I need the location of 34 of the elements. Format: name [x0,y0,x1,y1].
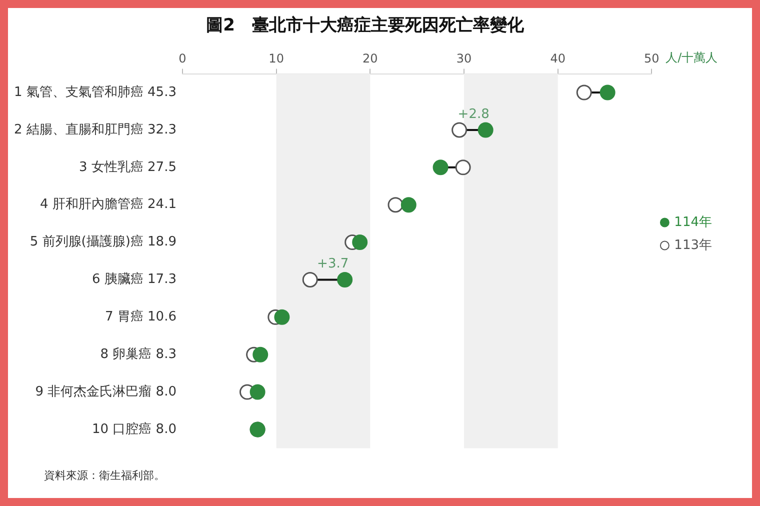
point [337,272,353,288]
point [400,197,416,213]
point [274,309,290,325]
x-tick-label: 30 [456,52,472,66]
point [352,234,368,250]
chart-title: 圖2 臺北市十大癌症主要死因死亡率變化 [206,16,525,36]
source-note: 資料來源：衛生福利部。 [44,468,166,483]
point [250,384,266,400]
x-tick-label: 20 [362,52,378,66]
y-tick-label: 7 胃癌 10.6 [104,310,176,325]
x-axis-title: 人/十萬人 [666,50,718,65]
x-tick-label: 50 [644,52,660,66]
point [432,160,448,176]
point [478,122,494,138]
annotation: +2.8 [458,106,490,122]
y-tick-label: 3 女性乳癌 27.5 [78,160,176,175]
legend-label: 114年 [674,214,712,230]
point [455,160,471,176]
y-tick-label: 5 前列腺(攝護腺)癌 18.9 [30,234,176,250]
y-tick-label: 10 口腔癌 8.0 [92,422,176,437]
y-tick-label: 4 肝和肝內膽管癌 24.1 [40,197,176,212]
point [252,346,268,362]
point [302,272,318,288]
y-tick-label: 6 胰臟癌 17.3 [92,272,176,288]
y-tick-label: 9 非何杰金氏淋巴瘤 8.0 [35,383,176,400]
y-tick-label: 2 結腸、直腸和肛門癌 32.3 [14,122,176,138]
y-tick-label: 1 氣管、支氣管和肺癌 45.3 [14,84,176,100]
point [600,84,616,100]
x-tick-label: 0 [178,52,186,66]
x-tick-label: 10 [268,52,284,66]
annotation: +3.7 [317,256,349,272]
y-tick-label: 8 卵巢癌 8.3 [100,346,176,362]
legend-label: 113年 [674,238,712,253]
x-tick-label: 40 [550,52,566,66]
